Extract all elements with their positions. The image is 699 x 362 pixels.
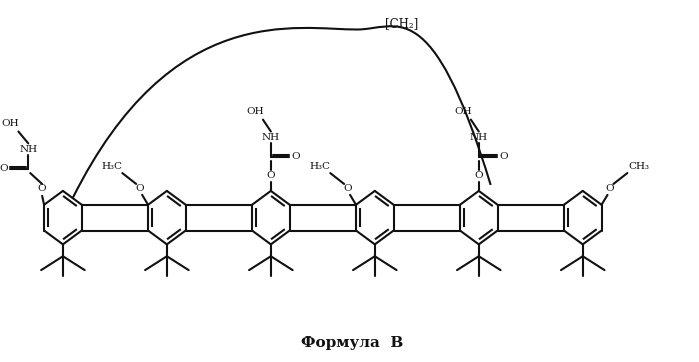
Text: O: O [136, 184, 145, 193]
Text: O: O [605, 184, 614, 193]
Text: O: O [499, 152, 508, 161]
Text: O: O [475, 171, 483, 180]
Text: OH: OH [1, 119, 20, 128]
Text: Формула  В: Формула В [301, 336, 403, 350]
Text: CH₃: CH₃ [628, 162, 649, 171]
Text: O: O [266, 171, 275, 180]
Text: O: O [291, 152, 300, 161]
Text: O: O [38, 184, 46, 193]
Text: H₃C: H₃C [102, 162, 123, 171]
Text: [CH₂]: [CH₂] [384, 17, 418, 30]
Text: OH: OH [246, 107, 264, 116]
Text: OH: OH [454, 107, 472, 116]
Text: NH: NH [19, 145, 37, 154]
Text: H₃C: H₃C [310, 162, 331, 171]
Text: O: O [0, 164, 8, 173]
Text: O: O [344, 184, 352, 193]
Text: NH: NH [470, 133, 488, 142]
Text: NH: NH [262, 133, 280, 142]
